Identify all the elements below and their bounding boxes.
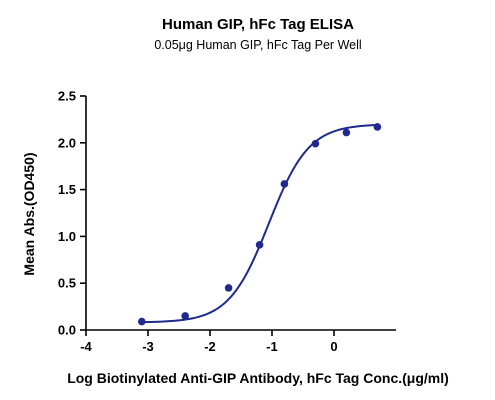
y-tick-label: 1.5 bbox=[58, 182, 76, 197]
axes: 0.0 0.5 1.0 1.5 2.0 2.5 -4 -3 -2 -1 0 bbox=[58, 89, 396, 354]
data-point bbox=[280, 180, 289, 188]
y-tick-label: 2.0 bbox=[58, 135, 76, 150]
x-tick-label: -2 bbox=[204, 339, 216, 354]
data-point bbox=[311, 139, 320, 148]
y-axis-label: Mean Abs.(OD450) bbox=[21, 152, 37, 275]
chart-subtitle: 0.05μg Human GIP, hFc Tag Per Well bbox=[154, 38, 361, 52]
data-point bbox=[373, 123, 382, 131]
fit-curve bbox=[141, 123, 378, 324]
y-tick-label: 1.0 bbox=[58, 229, 76, 244]
x-tick-label: -3 bbox=[142, 339, 154, 354]
y-tick-label: 0.0 bbox=[58, 323, 76, 338]
x-tick-label: -1 bbox=[266, 339, 278, 354]
y-tick-label: 0.5 bbox=[58, 276, 76, 291]
y-tick-label: 2.5 bbox=[58, 89, 76, 104]
x-tick-label: 0 bbox=[330, 339, 337, 354]
data-point bbox=[224, 284, 233, 292]
chart-title: Human GIP, hFc Tag ELISA bbox=[162, 16, 354, 33]
data-point bbox=[181, 312, 189, 320]
data-point bbox=[138, 317, 146, 326]
data-point bbox=[342, 128, 351, 137]
plot-area bbox=[138, 123, 382, 326]
x-axis-label: Log Biotinylated Anti-GIP Antibody, hFc … bbox=[67, 370, 449, 386]
x-tick-label: -4 bbox=[80, 339, 92, 354]
data-point bbox=[255, 241, 264, 249]
